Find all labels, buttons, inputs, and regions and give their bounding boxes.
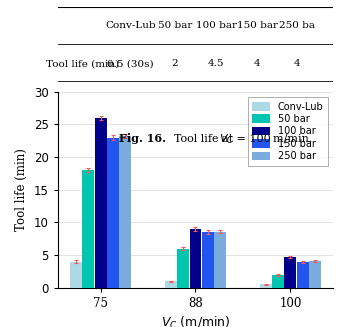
Bar — [214, 232, 226, 288]
Text: 100 bar: 100 bar — [195, 21, 237, 30]
Bar — [107, 138, 119, 288]
Y-axis label: Tool life (min): Tool life (min) — [15, 148, 28, 231]
Bar — [202, 232, 214, 288]
Bar — [285, 257, 296, 288]
Text: Conv-Lub: Conv-Lub — [105, 21, 156, 30]
Bar — [189, 229, 202, 288]
Bar — [260, 284, 272, 288]
Text: Fig. 16.: Fig. 16. — [119, 133, 166, 145]
Bar — [165, 281, 177, 288]
X-axis label: $\mathit{V_C}$ (m/min): $\mathit{V_C}$ (m/min) — [161, 315, 230, 327]
Bar — [119, 136, 131, 288]
Text: 0.5 (30s): 0.5 (30s) — [107, 59, 154, 68]
Text: Tool life (min): Tool life (min) — [46, 59, 119, 68]
Text: 4.5: 4.5 — [208, 59, 224, 68]
Bar — [309, 261, 321, 288]
Text: 150 bar: 150 bar — [237, 21, 278, 30]
Legend: Conv-Lub, 50 bar, 100 bar, 150 bar, 250 bar: Conv-Lub, 50 bar, 100 bar, 150 bar, 250 … — [248, 97, 328, 166]
Bar — [95, 118, 106, 288]
Text: 250 ba: 250 ba — [279, 21, 316, 30]
Bar — [82, 170, 94, 288]
Text: 4: 4 — [254, 59, 261, 68]
Bar — [297, 262, 309, 288]
Text: 50 bar: 50 bar — [158, 21, 192, 30]
Bar — [272, 275, 284, 288]
Text: Tool life at: Tool life at — [167, 134, 236, 144]
Text: $V_C$: $V_C$ — [219, 132, 234, 146]
Bar — [177, 249, 189, 288]
Text: = 100 m/min.: = 100 m/min. — [233, 134, 312, 144]
Text: 4: 4 — [294, 59, 301, 68]
Bar — [70, 262, 82, 288]
Text: 2: 2 — [172, 59, 178, 68]
